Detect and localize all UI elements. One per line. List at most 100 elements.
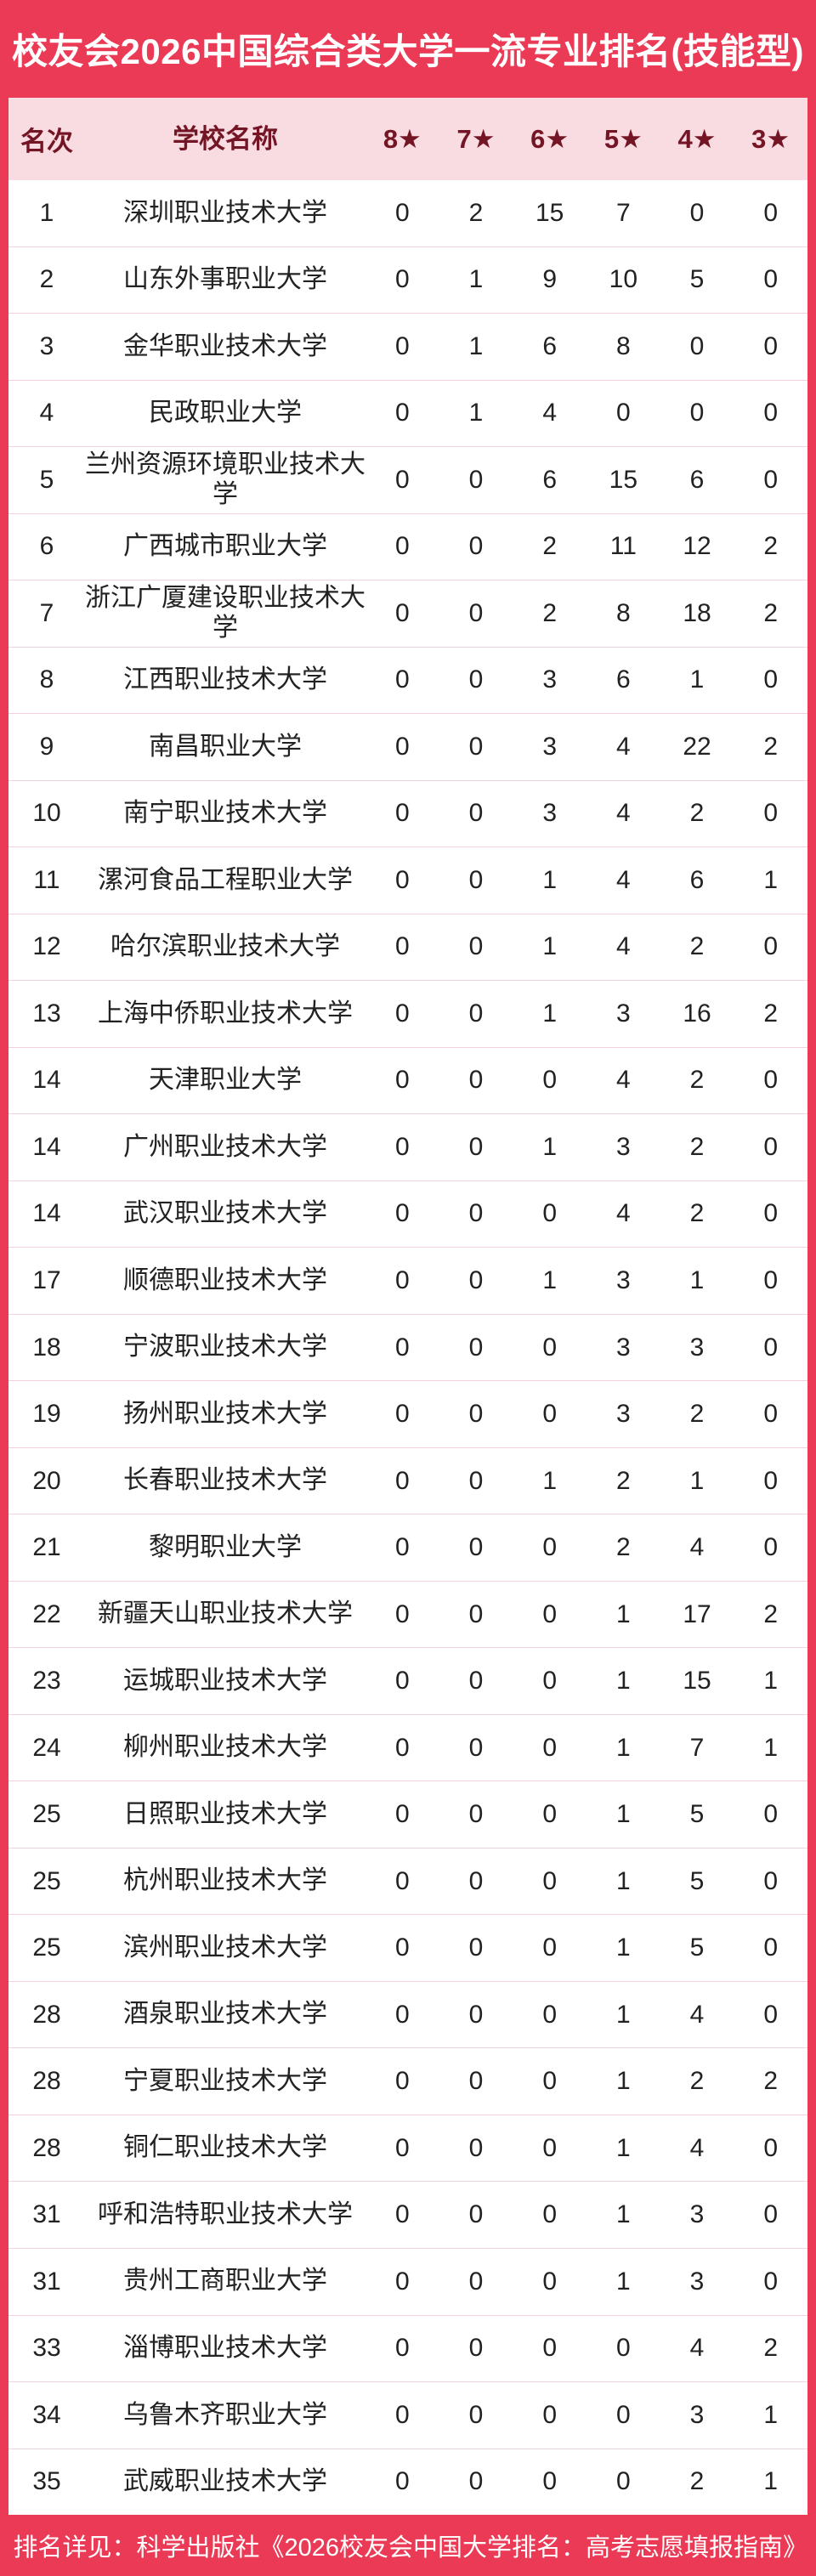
table-row: 24 柳州职业技术大学 0 0 0 1 7 1 bbox=[8, 1713, 808, 1781]
school-name-cell: 武威职业技术大学 bbox=[123, 2467, 327, 2496]
star-5-cell: 7 bbox=[616, 198, 631, 227]
star-4-cell: 3 bbox=[689, 2267, 705, 2296]
table-row: 31 贵州工商职业大学 0 0 0 1 3 0 bbox=[8, 2247, 808, 2315]
star-7-cell: 0 bbox=[468, 665, 484, 694]
table-body: 1 深圳职业技术大学 0 2 15 7 0 0 2 山东外事职业大学 0 1 9… bbox=[8, 180, 808, 2516]
star-8-cell: 0 bbox=[394, 932, 410, 961]
star-6-cell: 0 bbox=[542, 1667, 558, 1696]
star-4-cell: 1 bbox=[689, 665, 705, 694]
star-8-cell: 0 bbox=[394, 399, 410, 427]
star-4-cell: 6 bbox=[689, 865, 705, 894]
star-7-cell: 0 bbox=[468, 1066, 484, 1095]
star-4-cell: 4 bbox=[689, 1533, 705, 1562]
star-7-cell: 1 bbox=[468, 399, 484, 427]
star-8-cell: 0 bbox=[394, 1599, 410, 1628]
school-name-cell: 上海中侨职业技术大学 bbox=[98, 999, 353, 1028]
star-8-cell: 0 bbox=[394, 465, 410, 494]
star-7-cell: 0 bbox=[468, 1933, 484, 1962]
table-row: 25 杭州职业技术大学 0 0 0 1 5 0 bbox=[8, 1847, 808, 1915]
rank-cell: 3 bbox=[39, 331, 54, 360]
star-6-cell: 3 bbox=[542, 665, 558, 694]
star-8-cell: 0 bbox=[394, 665, 410, 694]
table-row: 12 哈尔滨职业技术大学 0 0 1 4 2 0 bbox=[8, 913, 808, 981]
school-name-cell: 杭州职业技术大学 bbox=[123, 1866, 327, 1895]
star-8-cell: 0 bbox=[394, 2467, 410, 2496]
header-rank: 名次 bbox=[20, 127, 73, 156]
table-row: 1 深圳职业技术大学 0 2 15 7 0 0 bbox=[8, 180, 808, 246]
school-name-cell: 黎明职业大学 bbox=[149, 1532, 302, 1561]
star-3-cell: 0 bbox=[763, 1333, 779, 1362]
star-3-cell: 0 bbox=[763, 665, 779, 694]
star-7-cell: 0 bbox=[468, 732, 484, 761]
star-5-cell: 0 bbox=[616, 2467, 631, 2496]
school-name-cell: 宁夏职业技术大学 bbox=[123, 2066, 327, 2095]
star-4-cell: 2 bbox=[689, 2467, 705, 2496]
school-name-cell: 日照职业技术大学 bbox=[123, 1799, 327, 1828]
rank-cell: 7 bbox=[39, 598, 54, 627]
star-8-cell: 0 bbox=[394, 1667, 410, 1696]
star-6-cell: 4 bbox=[542, 399, 558, 427]
star-5-cell: 1 bbox=[616, 2067, 631, 2096]
star-5-cell: 3 bbox=[616, 1266, 631, 1294]
star-3-cell: 0 bbox=[763, 2200, 779, 2229]
rank-cell: 20 bbox=[32, 1466, 61, 1495]
star-6-cell: 6 bbox=[542, 465, 558, 494]
star-5-cell: 4 bbox=[616, 865, 631, 894]
star-8-cell: 0 bbox=[394, 865, 410, 894]
school-name-cell: 酒泉职业技术大学 bbox=[123, 2000, 327, 2029]
rank-cell: 13 bbox=[32, 999, 61, 1028]
header-7-star: 7★ bbox=[456, 123, 496, 154]
star-5-cell: 10 bbox=[609, 265, 638, 294]
star-8-cell: 0 bbox=[394, 2133, 410, 2162]
table-row: 19 扬州职业技术大学 0 0 0 3 2 0 bbox=[8, 1380, 808, 1447]
rank-cell: 8 bbox=[39, 665, 54, 694]
star-5-cell: 3 bbox=[616, 1333, 631, 1362]
star-4-cell: 2 bbox=[689, 1199, 705, 1228]
table-row: 23 运城职业技术大学 0 0 0 1 15 1 bbox=[8, 1647, 808, 1714]
star-8-cell: 0 bbox=[394, 1400, 410, 1429]
star-5-cell: 1 bbox=[616, 1800, 631, 1829]
star-6-cell: 0 bbox=[542, 2000, 558, 2029]
table-row: 33 淄博职业技术大学 0 0 0 0 4 2 bbox=[8, 2314, 808, 2382]
rank-cell: 5 bbox=[39, 465, 54, 494]
star-3-cell: 0 bbox=[763, 1400, 779, 1429]
star-3-cell: 0 bbox=[763, 932, 779, 961]
school-name-cell: 哈尔滨职业技术大学 bbox=[110, 932, 340, 961]
star-5-cell: 4 bbox=[616, 1199, 631, 1228]
table-row: 9 南昌职业大学 0 0 3 4 22 2 bbox=[8, 713, 808, 780]
star-4-cell: 17 bbox=[683, 1599, 711, 1628]
star-6-cell: 1 bbox=[542, 865, 558, 894]
star-4-cell: 0 bbox=[689, 198, 705, 227]
star-3-cell: 1 bbox=[763, 1667, 779, 1696]
star-4-cell: 12 bbox=[683, 532, 711, 561]
star-4-cell: 5 bbox=[689, 265, 705, 294]
star-3-cell: 2 bbox=[763, 732, 779, 761]
table-row: 13 上海中侨职业技术大学 0 0 1 3 16 2 bbox=[8, 980, 808, 1047]
star-3-cell: 0 bbox=[763, 2133, 779, 2162]
star-8-cell: 0 bbox=[394, 1333, 410, 1362]
star-3-cell: 0 bbox=[763, 1132, 779, 1161]
star-4-cell: 7 bbox=[689, 1733, 705, 1762]
star-6-cell: 0 bbox=[542, 1066, 558, 1095]
star-5-cell: 3 bbox=[616, 999, 631, 1028]
star-8-cell: 0 bbox=[394, 331, 410, 360]
star-8-cell: 0 bbox=[394, 1866, 410, 1895]
star-6-cell: 1 bbox=[542, 999, 558, 1028]
school-name-cell: 滨州职业技术大学 bbox=[123, 1933, 327, 1962]
school-name-cell: 扬州职业技术大学 bbox=[123, 1399, 327, 1428]
star-7-cell: 0 bbox=[468, 532, 484, 561]
school-name-cell: 新疆天山职业技术大学 bbox=[98, 1599, 353, 1628]
star-4-cell: 3 bbox=[689, 1333, 705, 1362]
star-5-cell: 8 bbox=[616, 598, 631, 627]
star-8-cell: 0 bbox=[394, 1199, 410, 1228]
star-3-cell: 2 bbox=[763, 2067, 779, 2096]
star-3-cell: 0 bbox=[763, 1800, 779, 1829]
school-name-cell: 民政职业大学 bbox=[149, 399, 302, 427]
star-3-cell: 0 bbox=[763, 799, 779, 828]
header-8-star: 8★ bbox=[382, 123, 422, 154]
star-5-cell: 3 bbox=[616, 1400, 631, 1429]
rank-cell: 31 bbox=[32, 2200, 61, 2229]
rank-cell: 19 bbox=[32, 1400, 61, 1429]
star-7-cell: 0 bbox=[468, 1866, 484, 1895]
star-8-cell: 0 bbox=[394, 1733, 410, 1762]
